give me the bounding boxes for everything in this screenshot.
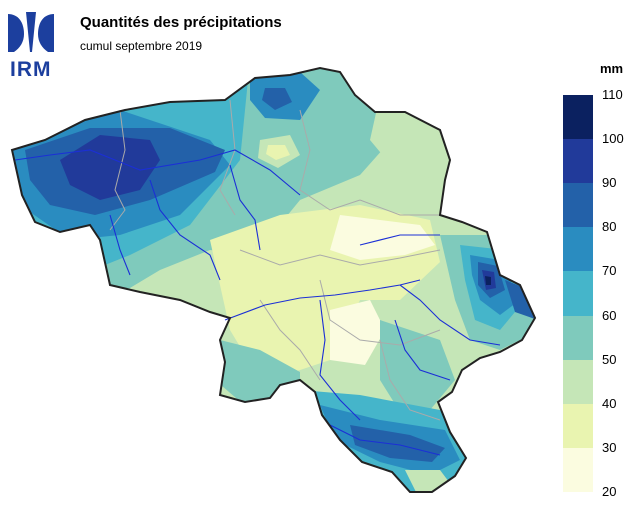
province-border-west	[109, 109, 126, 231]
legend-tick-label: 30	[602, 439, 617, 455]
legend-swatch-40-50	[563, 359, 593, 405]
irm-logo: IRM	[4, 8, 60, 81]
legend-swatch-100-110	[563, 95, 593, 140]
legend-swatch-90-100	[563, 139, 593, 184]
river-lys	[109, 214, 131, 276]
legend-swatch-80-90	[563, 183, 593, 228]
irm-logo-emblem	[8, 12, 54, 52]
band-100-110-east	[485, 276, 491, 285]
river-meuse-east	[399, 284, 501, 346]
precipitation-contours	[12, 68, 535, 492]
rivers	[14, 149, 501, 456]
band-80-90-antwerp	[262, 88, 292, 110]
legend-tick-label: 40	[602, 395, 617, 411]
legend-tick-label: 60	[602, 307, 617, 323]
legend-tick-label: 100	[602, 131, 624, 147]
river-semois	[329, 424, 441, 456]
legend-swatch-50-60	[563, 315, 593, 361]
legend-tick-label: 20	[602, 484, 617, 499]
legend-tick-label: 90	[602, 175, 617, 191]
province-border-luxembourg	[379, 339, 441, 421]
legend-swatch-60-70	[563, 271, 593, 317]
irm-logo-text: IRM	[10, 58, 52, 81]
band-20-30-center-east	[330, 215, 435, 260]
legend-swatch-70-80	[563, 227, 593, 272]
map-subtitle: cumul septembre 2019	[80, 39, 203, 53]
band-30-40-south-central	[260, 292, 320, 345]
province-border-namur	[319, 279, 441, 346]
band-30-40-brabant	[266, 145, 290, 160]
province-borders	[109, 99, 441, 421]
legend-swatch-20-30	[563, 447, 593, 493]
river-dendre	[229, 164, 261, 251]
province-border-hainaut	[259, 299, 321, 381]
legend-swatch-30-40	[563, 403, 593, 449]
river-escaut	[149, 179, 221, 281]
river-demer	[359, 234, 440, 246]
legend-color-bar	[563, 95, 593, 493]
province-border-central	[239, 249, 441, 266]
precipitation-map	[11, 67, 536, 493]
river-ourthe	[394, 319, 451, 381]
river-north	[14, 149, 301, 196]
province-border-liege-north	[359, 199, 440, 216]
band-90-100-west	[60, 135, 160, 200]
legend-unit: mm	[600, 61, 624, 76]
river-meuse-south	[319, 299, 361, 421]
province-border-flanders	[219, 99, 236, 216]
legend-tick-label: 50	[602, 351, 617, 367]
band-80-90-gaume	[350, 425, 445, 462]
province-border-brabant	[299, 109, 361, 211]
map-title: Quantités des précipitations	[80, 14, 282, 31]
band-40-50-gaume-south	[405, 470, 455, 492]
band-20-30-south-central	[330, 300, 385, 365]
legend-tick-label: 80	[602, 219, 617, 235]
legend-tick-label: 110	[602, 87, 623, 102]
legend-tick-label: 70	[602, 263, 617, 279]
